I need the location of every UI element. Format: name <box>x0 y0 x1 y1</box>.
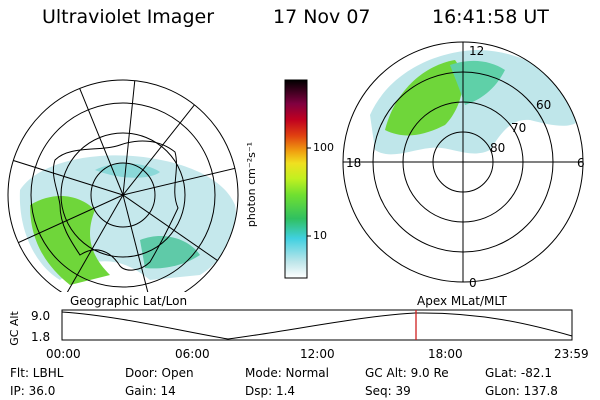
magnetic-map <box>342 41 584 283</box>
aurora-green-oval-mag <box>385 60 463 136</box>
left-map-title: Geographic Lat/Lon <box>70 294 188 308</box>
header-time: 16:41:58 UT <box>432 6 549 28</box>
coastline-north <box>159 80 226 136</box>
status-glat: GLat: -82.1 <box>485 366 552 380</box>
instrument-title: Ultraviolet Imager <box>42 6 215 28</box>
colorbar-tick-100: 100 <box>313 141 334 154</box>
timeline-xtick-2359: 23:59 <box>554 347 589 361</box>
status-filter: Flt: LBHL <box>10 366 64 380</box>
status-door: Door: Open <box>125 366 194 380</box>
status-ip: IP: 36.0 <box>10 384 56 398</box>
mlt-label-18: 18 <box>346 156 362 170</box>
colorbar-tick-10: 10 <box>313 229 327 242</box>
timeline-frame <box>61 309 573 341</box>
mlat-label-70: 70 <box>511 121 527 135</box>
status-gcalt: GC Alt: 9.0 Re <box>365 366 449 380</box>
colorbar-unit-label: photon cm⁻²s⁻¹ <box>245 141 259 228</box>
timeline-ytick-1-8: 1.8 <box>31 330 51 344</box>
status-glon: GLon: 137.8 <box>485 384 558 398</box>
status-gain: Gain: 14 <box>125 384 176 398</box>
timeline-xtick-1800: 18:00 <box>428 347 463 361</box>
altitude-curve <box>61 311 573 340</box>
timeline-ytick-9: 9.0 <box>31 309 51 323</box>
mlt-label-0: 0 <box>469 276 477 290</box>
mlat-label-60: 60 <box>536 98 552 112</box>
mlt-label-12: 12 <box>469 44 485 58</box>
timeline-xtick-0600: 06:00 <box>175 347 210 361</box>
mlat-label-80: 80 <box>490 141 506 155</box>
colorbar-gradient <box>284 79 308 279</box>
right-map-title: Apex MLat/MLT <box>417 294 507 308</box>
aurora-green-oval <box>30 195 110 285</box>
earth-limb <box>7 79 239 292</box>
status-dsp: Dsp: 1.4 <box>245 384 296 398</box>
mlt-label-6: 6 <box>577 156 585 170</box>
aurora-patch <box>140 235 200 269</box>
geographic-map <box>7 79 239 292</box>
altitude-timeline <box>61 309 573 341</box>
timeline-ylabel: GC Alt <box>7 311 21 346</box>
status-mode: Mode: Normal <box>245 366 329 380</box>
header-date: 17 Nov 07 <box>273 6 371 28</box>
colorbar <box>284 79 311 279</box>
status-seq: Seq: 39 <box>365 384 411 398</box>
timeline-xtick-0000: 00:00 <box>46 347 81 361</box>
timeline-xtick-1200: 12:00 <box>300 347 335 361</box>
